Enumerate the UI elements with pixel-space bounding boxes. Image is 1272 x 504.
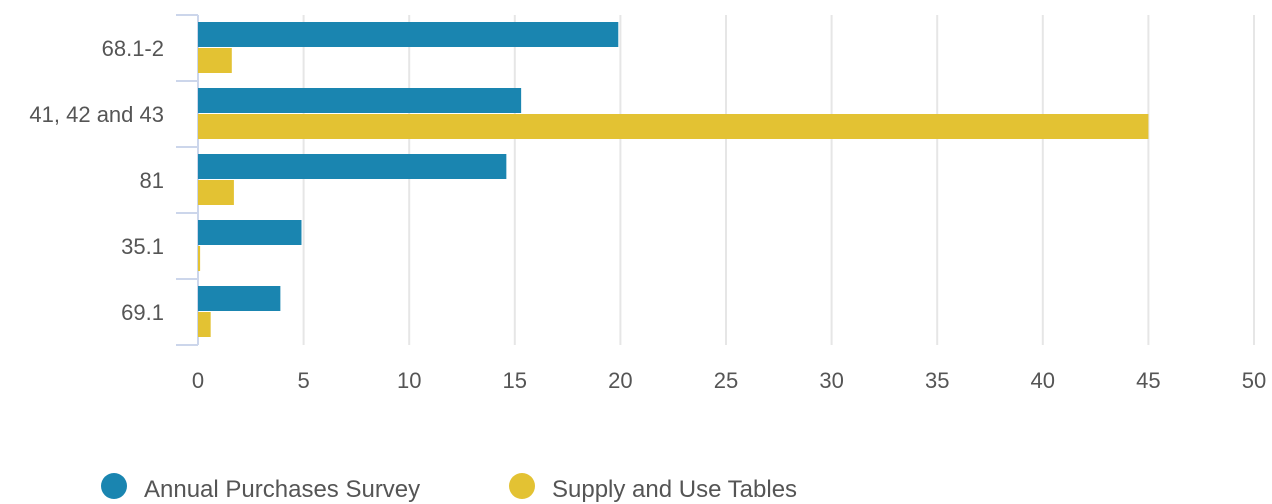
- bar[interactable]: [198, 312, 211, 337]
- gridlines: [302, 15, 1255, 345]
- bar[interactable]: [198, 180, 234, 205]
- x-tick-label: 45: [1136, 368, 1160, 393]
- category-labels: 68.1-2 41, 42 and 43 81 35.1 69.1: [29, 36, 164, 325]
- legend-marker: [509, 473, 535, 499]
- bar[interactable]: [198, 154, 507, 179]
- bar[interactable]: [198, 220, 302, 245]
- x-tick-label: 5: [297, 368, 309, 393]
- bar[interactable]: [198, 22, 619, 47]
- category-axis: [176, 14, 199, 346]
- category-label: 35.1: [121, 234, 164, 259]
- category-label: 69.1: [121, 300, 164, 325]
- x-tick-label: 20: [608, 368, 632, 393]
- x-tick-label: 30: [819, 368, 843, 393]
- bar[interactable]: [198, 246, 201, 271]
- x-tick-label: 15: [503, 368, 527, 393]
- x-tick-label: 50: [1242, 368, 1266, 393]
- category-label: 68.1-2: [102, 36, 164, 61]
- bar[interactable]: [198, 48, 232, 73]
- bar[interactable]: [198, 88, 522, 113]
- x-tick-label: 35: [925, 368, 949, 393]
- x-tick-label: 25: [714, 368, 738, 393]
- legend-label: Annual Purchases Survey: [144, 476, 420, 503]
- x-tick-label: 10: [397, 368, 421, 393]
- legend-item[interactable]: Supply and Use Tables: [509, 473, 797, 503]
- bars: [198, 22, 1149, 337]
- legend-item[interactable]: Annual Purchases Survey: [101, 473, 420, 503]
- legend-marker: [101, 473, 127, 499]
- legend[interactable]: Annual Purchases Survey Supply and Use Ta…: [101, 473, 797, 503]
- x-tick-label: 0: [192, 368, 204, 393]
- category-label: 81: [140, 168, 164, 193]
- bar[interactable]: [198, 286, 281, 311]
- legend-label: Supply and Use Tables: [552, 476, 797, 503]
- category-label: 41, 42 and 43: [29, 102, 164, 127]
- x-tick-label: 40: [1031, 368, 1055, 393]
- x-axis-tick-labels: 0 5 10 15 20 25 30 35 40 45 50: [192, 368, 1266, 393]
- bar[interactable]: [198, 114, 1149, 139]
